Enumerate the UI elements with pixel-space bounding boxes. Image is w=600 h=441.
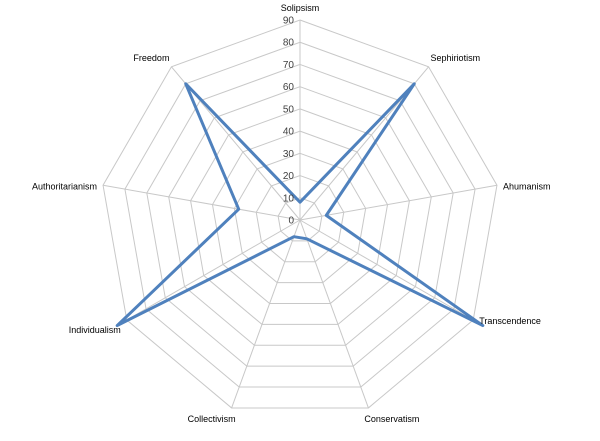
category-label: Sephiriotism [431,53,481,63]
tick-label-layer: 0 10 20 30 40 50 60 70 80 90 [283,16,295,227]
category-label: Conservatism [364,414,419,424]
category-label: Individualism [69,325,121,335]
category-label: Authoritarianism [32,181,97,191]
grid-ring [277,197,323,242]
grid-ring [233,152,367,284]
spoke-line [126,219,301,321]
grid-layer [102,19,498,409]
tick-label: 10 [283,193,295,204]
tick-label: 70 [283,60,295,71]
tick-label: 0 [288,216,294,227]
category-label: Transcendence [479,316,541,326]
category-label: Ahumanism [503,181,551,191]
grid-ring [168,86,432,346]
tick-label: 20 [283,171,295,182]
category-label: Collectivism [188,414,236,424]
tick-label: 80 [283,38,295,49]
spoke-line [231,219,301,409]
spoke-line [299,219,369,409]
spoke-line [299,219,474,321]
category-label: Solipsism [281,3,320,13]
grid-ring [102,19,498,409]
grid-ring [190,108,410,325]
spoke-line [102,184,301,221]
spoke-layer [102,20,498,409]
spoke-line [299,184,498,221]
tick-label: 30 [283,149,295,160]
grid-ring [124,41,476,388]
tick-label: 90 [283,16,295,27]
grid-ring [146,63,454,367]
category-label: Freedom [133,53,169,63]
tick-label: 40 [283,127,295,138]
series-layer [115,82,485,328]
category-label-layer: Solipsism Sephiriotism Ahumanism Transcende… [32,3,550,424]
series-line [115,82,485,328]
grid-ring [211,130,389,305]
tick-label: 50 [283,104,295,115]
tick-label: 60 [283,82,295,93]
